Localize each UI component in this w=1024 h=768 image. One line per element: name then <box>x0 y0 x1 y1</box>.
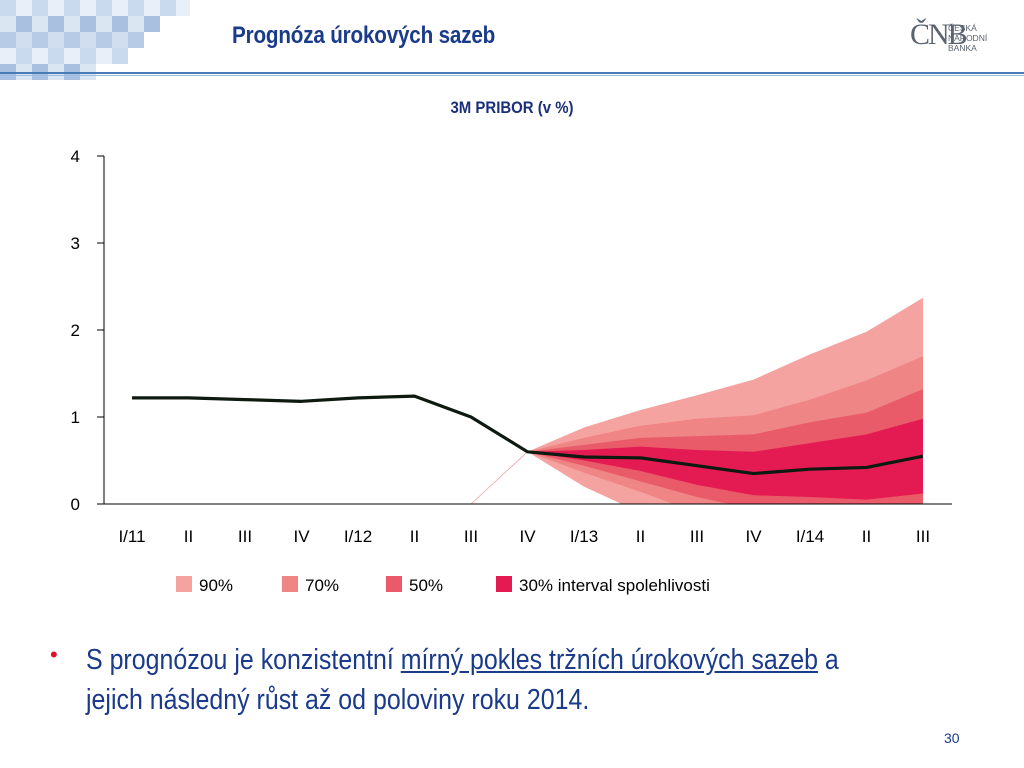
mosaic-tile <box>32 0 48 16</box>
legend-label: 30% interval spolehlivosti <box>519 576 710 595</box>
page-number: 30 <box>944 730 960 746</box>
mosaic-tile <box>96 32 112 48</box>
mosaic-tile <box>16 32 32 48</box>
legend-swatch <box>496 576 512 592</box>
mosaic-tile <box>32 16 48 32</box>
legend-label: 70% <box>305 576 339 595</box>
mosaic-tile <box>112 48 128 64</box>
mosaic-tile <box>112 0 128 16</box>
mosaic-tile <box>112 16 128 32</box>
mosaic-tile <box>48 0 64 16</box>
cnb-logo-line2: NÁRODNÍ BANKA <box>948 33 988 53</box>
header-mosaic <box>0 0 190 80</box>
x-tick-label: II <box>410 527 419 546</box>
cnb-logo-text: ČESKÁ NÁRODNÍ BANKA <box>948 23 1010 53</box>
mosaic-tile <box>128 32 144 48</box>
bullet-text-part2: a jejich následný růst až od poloviny ro… <box>86 644 839 716</box>
mosaic-tile <box>80 16 96 32</box>
x-tick-label: I/13 <box>570 527 598 546</box>
mosaic-tile <box>96 0 112 16</box>
cnb-logo: ČNB ČESKÁ NÁRODNÍ BANKA <box>910 18 1010 60</box>
mosaic-tile <box>64 16 80 32</box>
mosaic-tile <box>128 0 144 16</box>
x-tick-label: IV <box>519 527 536 546</box>
legend-swatch <box>176 576 192 592</box>
mosaic-tile <box>32 32 48 48</box>
mosaic-tile <box>144 16 160 32</box>
mosaic-tile <box>16 16 32 32</box>
x-tick-label: I/12 <box>344 527 372 546</box>
mosaic-tile <box>32 48 48 64</box>
title-rule-light <box>0 75 1024 76</box>
mosaic-tile <box>64 48 80 64</box>
x-tick-label: I/11 <box>118 527 145 546</box>
y-tick-label: 2 <box>71 321 80 340</box>
fan-band-30pct <box>527 418 923 500</box>
legend-swatch <box>282 576 298 592</box>
title-rule <box>0 72 1024 74</box>
bullet-item: S prognózou je konzistentní mírný pokles… <box>86 640 843 720</box>
mosaic-tile <box>64 32 80 48</box>
y-tick-label: 4 <box>71 147 80 166</box>
fan-bands <box>527 297 923 504</box>
mosaic-tile <box>16 48 32 64</box>
x-tick-label: IV <box>745 527 762 546</box>
mosaic-tile <box>48 16 64 32</box>
legend-swatch <box>386 576 402 592</box>
mosaic-tile <box>0 32 16 48</box>
fan-guide-line <box>470 451 528 505</box>
mosaic-tile <box>144 0 160 16</box>
mosaic-tile <box>96 16 112 32</box>
legend-label: 50% <box>409 576 443 595</box>
mosaic-tile <box>128 16 144 32</box>
x-tick-label: II <box>184 527 193 546</box>
bullet-text-underlined: mírný pokles tržních úrokových sazeb <box>400 644 818 676</box>
mosaic-tile <box>48 32 64 48</box>
x-tick-label: III <box>916 527 930 546</box>
legend-label: 90% <box>199 576 233 595</box>
x-tick-label: III <box>464 527 478 546</box>
chart-title: 3M PRIBOR (v %) <box>450 98 574 117</box>
x-tick-label: II <box>636 527 645 546</box>
mosaic-tile <box>176 0 190 16</box>
y-tick-label: 1 <box>71 408 80 427</box>
mosaic-tile <box>96 48 112 64</box>
x-tick-label: III <box>238 527 252 546</box>
mosaic-tile <box>80 0 96 16</box>
mosaic-tile <box>64 0 80 16</box>
x-tick-label: I/14 <box>796 527 824 546</box>
x-tick-label: II <box>862 527 871 546</box>
mosaic-tile <box>0 16 16 32</box>
mosaic-tile <box>112 32 128 48</box>
mosaic-tile <box>80 48 96 64</box>
cnb-logo-mark: ČNB <box>910 18 968 51</box>
slide-title: Prognóza úrokových sazeb <box>232 22 496 49</box>
bullet-dot-icon: • <box>50 642 58 667</box>
cnb-logo-line1: ČESKÁ <box>948 23 977 33</box>
mosaic-tile <box>80 32 96 48</box>
mosaic-tile <box>0 48 16 64</box>
x-tick-label: III <box>690 527 704 546</box>
y-tick-label: 3 <box>71 234 80 253</box>
mosaic-tile <box>160 0 176 16</box>
y-tick-label: 0 <box>71 495 80 514</box>
mosaic-tile <box>16 0 32 16</box>
x-tick-label: IV <box>293 527 310 546</box>
mosaic-tile <box>0 0 16 16</box>
pribor-line <box>132 394 924 476</box>
mosaic-tile <box>48 48 64 64</box>
bullet-text-part1: S prognózou je konzistentní <box>86 644 401 676</box>
